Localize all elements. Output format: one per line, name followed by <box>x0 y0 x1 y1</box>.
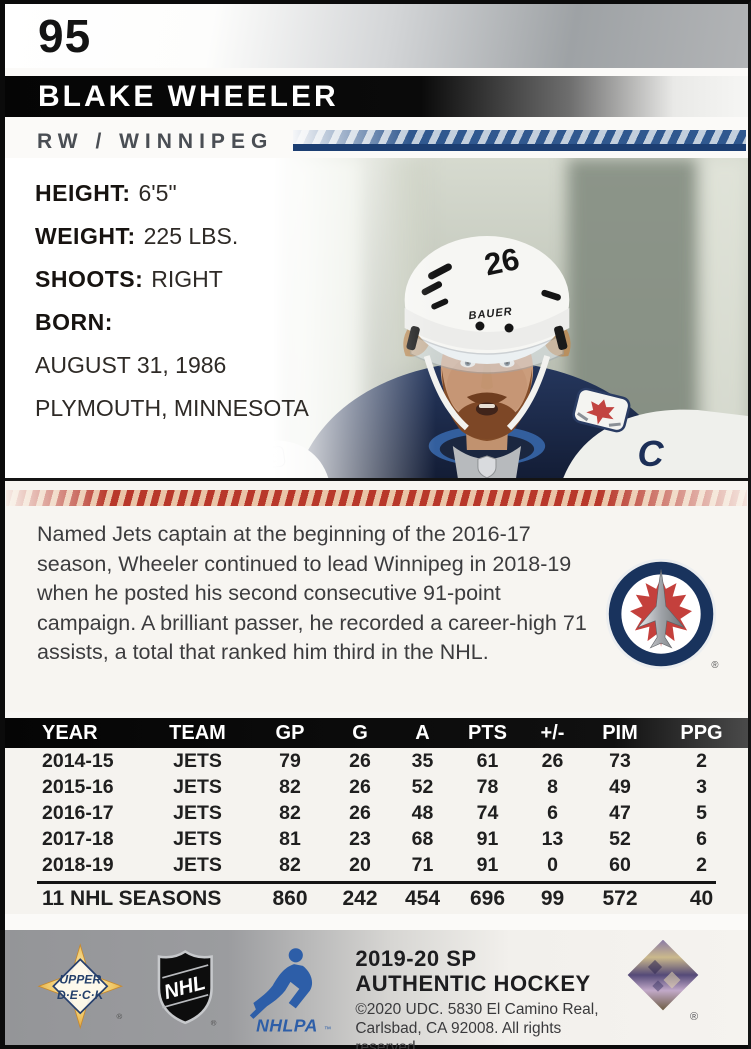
totals-divider <box>37 881 716 884</box>
bio-weight: WEIGHT: 225 LBS. <box>35 215 309 258</box>
summary-section: Named Jets captain at the beginning of t… <box>5 506 748 712</box>
product-info: 2019-20 SP AUTHENTIC HOCKEY ©2020 UDC. 5… <box>355 946 624 1049</box>
divider <box>5 68 748 76</box>
nhl-shield-logo: NHL ® <box>157 949 217 1027</box>
bio-born: BORN: <box>35 301 309 344</box>
table-row: 2015-16 JETS 82 26 52 78 8 49 3 <box>42 776 707 798</box>
table-row: 2018-19 JETS 82 20 71 91 0 60 2 <box>42 854 707 876</box>
col-a: A <box>415 722 430 744</box>
col-g: G <box>352 722 368 744</box>
jet-silhouette <box>637 569 685 649</box>
hologram-diamond: ® <box>624 939 710 1036</box>
stats-header-row: YEAR TEAM GP G A PTS +/- PIM PPG <box>5 718 748 748</box>
position-row: RW / WINNIPEG <box>5 126 748 158</box>
col-ppg: PPG <box>680 722 723 744</box>
stats-table: YEAR TEAM GP G A PTS +/- PIM PPG 2014-15… <box>5 718 748 914</box>
bio-height-value: 6'5" <box>138 180 177 206</box>
registered-mark: ® <box>117 1012 123 1021</box>
skater-silhouette <box>250 947 313 1019</box>
divider <box>5 117 748 126</box>
blue-stripe-decoration <box>293 129 746 151</box>
registered-mark: ® <box>690 1011 698 1023</box>
jets-logo-icon: ® <box>605 558 718 671</box>
totals-row: 11 NHL SEASONS 860 242 454 696 99 572 40 <box>5 884 748 914</box>
col-year: YEAR <box>42 722 98 744</box>
bio-born-date: AUGUST 31, 1986 <box>35 352 227 378</box>
product-line2: AUTHENTIC HOCKEY <box>355 971 591 996</box>
table-row: 2017-18 JETS 81 23 68 91 13 52 6 <box>42 828 707 850</box>
upper-deck-logo: UPPER D·E·C·K ® <box>37 942 123 1029</box>
card-bottom-edge <box>5 1045 748 1049</box>
bio-born-place: PLYMOUTH, MINNESOTA <box>35 395 309 421</box>
trademark-mark: ™ <box>325 1026 332 1033</box>
bio-height-label: HEIGHT: <box>35 180 131 206</box>
divider-rule <box>5 478 748 481</box>
position-team: RW / WINNIPEG <box>37 130 274 153</box>
hologram-icon: ® <box>627 939 699 1023</box>
player-photo: C <box>5 158 748 478</box>
upper-deck-word1: UPPER <box>59 972 101 986</box>
col-team: TEAM <box>169 722 226 744</box>
copyright-block: ©2020 UDC. 5830 El Camino Real, Carlsbad… <box>355 1000 624 1049</box>
col-pim: PIM <box>602 722 638 744</box>
player-name: BLAKE WHEELER <box>38 80 339 113</box>
player-photo-illustration: C <box>5 158 748 478</box>
copyright-line2: Carlsbad, CA 92008. All rights reserved. <box>355 1020 562 1049</box>
divider <box>5 481 748 490</box>
bio-shoots-value: RIGHT <box>151 266 223 292</box>
registered-mark: ® <box>711 660 718 671</box>
bio-weight-label: WEIGHT: <box>35 223 136 249</box>
bio-born-label: BORN: <box>35 309 113 335</box>
card-number: 95 <box>38 10 92 62</box>
table-row: 2014-15 JETS 79 26 35 61 26 73 2 <box>42 750 707 772</box>
bio-height: HEIGHT: 6'5" <box>35 172 309 215</box>
player-summary-text: Named Jets captain at the beginning of t… <box>37 522 587 664</box>
card-number-band: 95 <box>5 4 748 68</box>
footer: UPPER D·E·C·K ® NHL ® NHLPA ™ 2019-20 SP… <box>5 930 748 1049</box>
col-gp: GP <box>275 722 305 744</box>
registered-mark: ® <box>211 1018 217 1027</box>
table-row: 2016-17 JETS 82 26 48 74 6 47 5 <box>42 802 707 824</box>
nhlpa-logo: NHLPA ™ <box>250 947 332 1035</box>
bio-shoots: SHOOTS: RIGHT <box>35 258 309 301</box>
team-logo-winnipeg-jets: ® <box>603 556 721 706</box>
divider <box>5 914 748 930</box>
red-stripe-decoration <box>6 490 747 506</box>
player-name-bar: BLAKE WHEELER <box>5 76 748 117</box>
totals-label: 11 NHL SEASONS <box>42 887 222 910</box>
bio-block: HEIGHT: 6'5" WEIGHT: 225 LBS. SHOOTS: RIGHT… <box>35 172 309 430</box>
product-line1: 2019-20 SP <box>355 946 477 971</box>
bio-weight-value: 225 LBS. <box>143 223 239 249</box>
bio-shoots-label: SHOOTS: <box>35 266 144 292</box>
upper-deck-word2: D·E·C·K <box>57 988 105 1002</box>
copyright-line1: ©2020 UDC. 5830 El Camino Real, <box>355 1001 599 1018</box>
col-plusminus: +/- <box>540 722 565 744</box>
col-pts: PTS <box>468 722 507 744</box>
nhlpa-wordmark: NHLPA <box>257 1015 319 1035</box>
